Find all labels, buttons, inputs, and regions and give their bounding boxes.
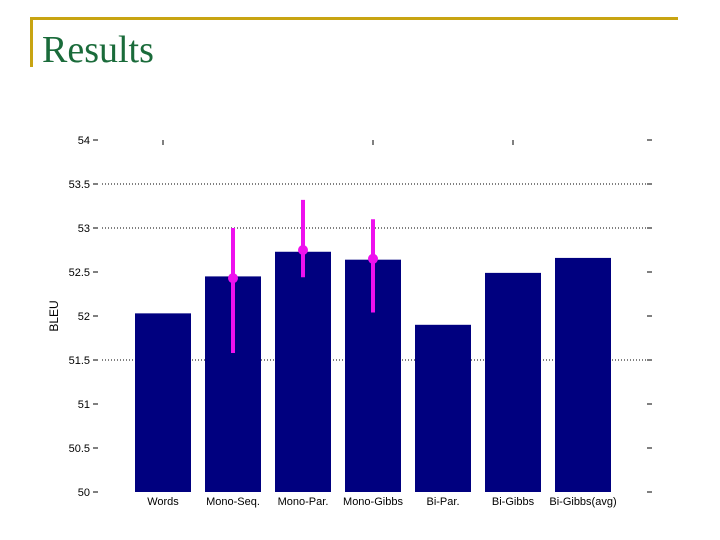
y-tick-label: 50.5 (69, 443, 90, 455)
y-tick-label: 52.5 (69, 267, 90, 279)
axis-layer: 50 50.5 51 51.5 52 52.5 53 53.5 54 Words Mono-Seq.… (69, 135, 652, 508)
slide-title: Results (42, 29, 154, 71)
error-bar-point (298, 245, 308, 255)
y-tick-label: 50 (78, 487, 90, 499)
bar-mono-par (275, 251, 331, 492)
x-tick-label: Mono-Par. (278, 496, 329, 508)
bar-bi-par (415, 324, 471, 492)
bar-bi-gibbs (485, 272, 541, 492)
bar-words (135, 313, 191, 492)
y-tick-label: 51.5 (69, 355, 90, 367)
y-tick-label: 52 (78, 311, 90, 323)
y-axis-label: BLEU (47, 300, 61, 331)
bar-bi-gibbs-avg (555, 257, 611, 492)
y-tick-label: 51 (78, 399, 90, 411)
error-bar-point (368, 253, 378, 264)
error-bar-layer (228, 199, 378, 353)
bar-layer (135, 251, 611, 492)
error-bar-point (228, 273, 238, 284)
y-tick-label: 53.5 (69, 179, 90, 191)
x-tick-label: Words (147, 496, 179, 508)
title-frame (30, 17, 678, 67)
y-tick-label: 54 (78, 135, 90, 147)
x-tick-label: Mono-Gibbs (343, 496, 403, 508)
x-tick-label: Bi-Gibbs(avg) (549, 496, 616, 508)
y-tick-label: 53 (78, 223, 90, 235)
x-tick-label: Bi-Gibbs (492, 496, 535, 508)
x-tick-label: Mono-Seq. (206, 496, 260, 508)
x-tick-label: Bi-Par. (426, 496, 459, 508)
